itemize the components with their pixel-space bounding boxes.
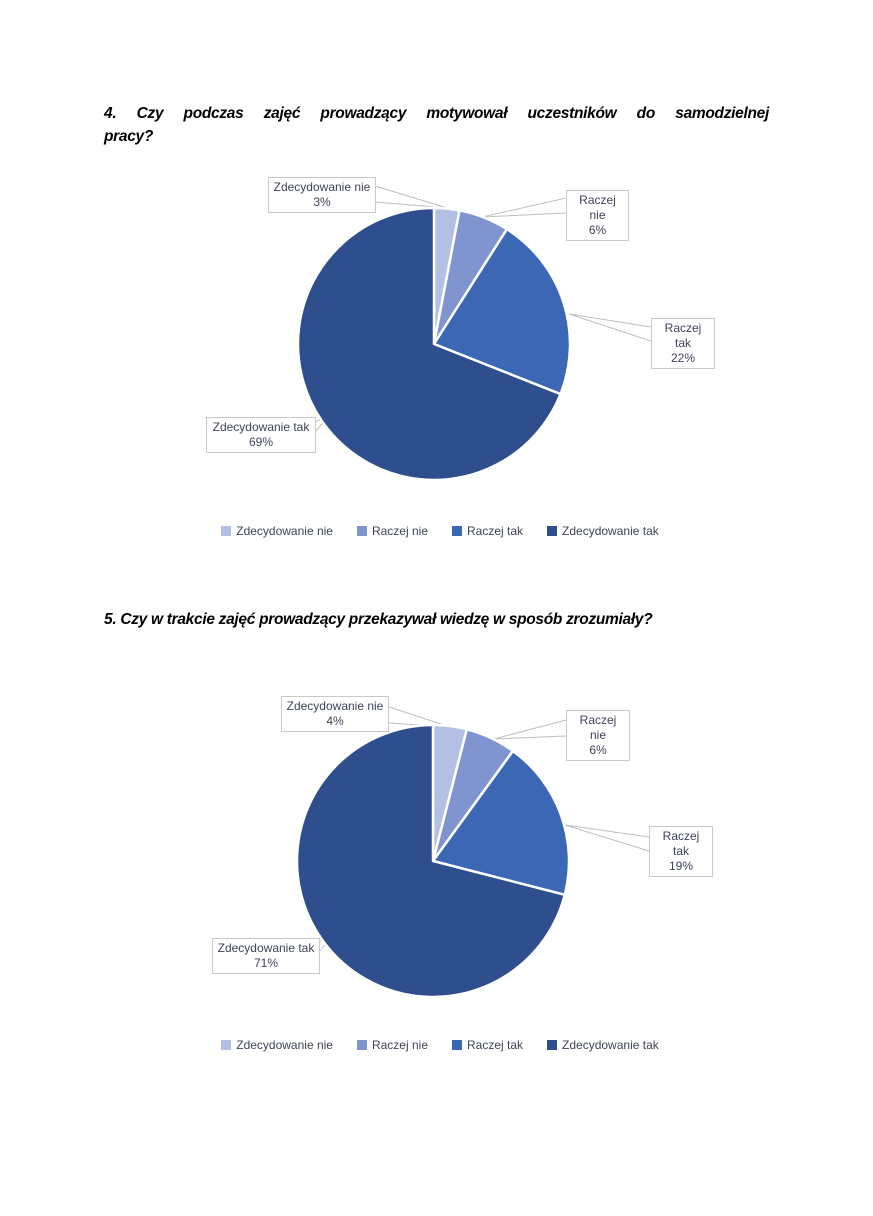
question-4-title: 4. Czy podczas zajęć prowadzący motywowa… bbox=[104, 102, 769, 148]
leader-line bbox=[568, 313, 652, 342]
data-label-value: 22% bbox=[670, 351, 696, 365]
data-label-category: Zdecydowanie tak bbox=[217, 941, 315, 955]
data-label-callout-raczej-tak: Raczej tak 19% bbox=[649, 826, 713, 877]
pie-slices bbox=[296, 206, 572, 482]
question-4-title-line-2: pracy? bbox=[104, 128, 154, 145]
legend-item-zdecydowanie-tak: Zdecydowanie tak bbox=[547, 1038, 659, 1052]
data-label-value: 69% bbox=[248, 435, 274, 449]
data-label-callout-zdecydowanie-nie: Zdecydowanie nie 3% bbox=[268, 177, 376, 213]
legend-label: Raczej nie bbox=[371, 1038, 428, 1052]
pie-slices bbox=[295, 723, 571, 999]
leader-line bbox=[493, 719, 567, 740]
legend-item-zdecydowanie-nie: Zdecydowanie nie bbox=[221, 1038, 333, 1052]
legend-label: Raczej tak bbox=[467, 1038, 524, 1052]
leader-lines bbox=[314, 185, 652, 433]
data-label-callout-zdecydowanie-nie: Zdecydowanie nie 4% bbox=[281, 696, 389, 732]
data-label-category: Zdecydowanie tak bbox=[212, 420, 310, 434]
data-label-category: Zdecydowanie nie bbox=[273, 180, 371, 194]
legend-swatch bbox=[221, 1040, 232, 1050]
data-label-value: 71% bbox=[253, 956, 279, 970]
legend-label: Raczej nie bbox=[371, 524, 428, 538]
data-label-category: Raczej tak bbox=[662, 829, 700, 858]
legend-swatch bbox=[356, 526, 367, 536]
leader-line bbox=[374, 185, 448, 209]
data-label-callout-raczej-nie: Raczej nie 6% bbox=[566, 190, 629, 241]
data-label-value: 4% bbox=[326, 714, 344, 728]
leader-line bbox=[564, 824, 650, 852]
data-label-value: 19% bbox=[668, 859, 694, 873]
data-label-callout-zdecydowanie-tak: Zdecydowanie tak 69% bbox=[206, 417, 316, 453]
data-label-value: 3% bbox=[313, 195, 331, 209]
question-5-title: 5. Czy w trakcie zajęć prowadzący przeka… bbox=[104, 608, 769, 631]
legend-swatch bbox=[452, 526, 462, 536]
legend-label: Zdecydowanie nie bbox=[236, 1038, 333, 1052]
legend-swatch bbox=[356, 1040, 367, 1050]
legend-item-raczej-tak: Raczej tak bbox=[452, 1038, 523, 1052]
question-4-title-line-1: 4. Czy podczas zajęć prowadzący motywowa… bbox=[104, 105, 769, 122]
legend-item-raczej-nie: Raczej nie bbox=[356, 1038, 428, 1052]
legend-swatch bbox=[221, 526, 232, 536]
legend-label: Zdecydowanie tak bbox=[562, 524, 659, 538]
data-label-value: 6% bbox=[588, 223, 607, 237]
data-label-category: Raczej nie bbox=[579, 193, 616, 222]
pie-slice-zdecydowanie-tak bbox=[296, 206, 562, 482]
legend-item-zdecydowanie-nie: Zdecydowanie nie bbox=[221, 524, 333, 538]
pie-slice-raczej-tak bbox=[432, 227, 572, 396]
legend-item-zdecydowanie-tak: Zdecydowanie tak bbox=[547, 524, 659, 538]
chart-legend: Zdecydowanie nie Raczej nie Raczej tak Z… bbox=[95, 524, 785, 538]
question-5-title-line-1: 5. Czy w trakcie zajęć prowadzący przeka… bbox=[104, 611, 653, 628]
data-label-category: Raczej nie bbox=[579, 713, 617, 742]
legend-swatch bbox=[547, 526, 558, 536]
legend-label: Raczej tak bbox=[467, 524, 524, 538]
legend-item-raczej-tak: Raczej tak bbox=[452, 524, 523, 538]
leader-line bbox=[481, 197, 567, 218]
legend-label: Zdecydowanie nie bbox=[236, 524, 333, 538]
data-label-callout-raczej-tak: Raczej tak 22% bbox=[651, 318, 715, 369]
data-label-callout-raczej-nie: Raczej nie 6% bbox=[566, 710, 630, 761]
legend-item-raczej-nie: Raczej nie bbox=[356, 524, 428, 538]
data-label-callout-zdecydowanie-tak: Zdecydowanie tak 71% bbox=[212, 938, 320, 974]
legend-swatch bbox=[452, 1040, 462, 1050]
data-label-category: Raczej tak bbox=[664, 321, 702, 350]
pie-chart-question-4 bbox=[296, 185, 652, 482]
pie-slice-raczej-tak bbox=[431, 749, 571, 897]
chart-legend: Zdecydowanie nie Raczej nie Raczej tak Z… bbox=[95, 1038, 785, 1052]
data-label-value: 6% bbox=[589, 743, 607, 757]
pie-slice-zdecydowanie-tak bbox=[295, 723, 566, 999]
data-label-category: Zdecydowanie nie bbox=[286, 699, 384, 713]
legend-swatch bbox=[547, 1040, 558, 1050]
legend-label: Zdecydowanie tak bbox=[562, 1038, 659, 1052]
pie-chart-question-5 bbox=[295, 706, 650, 999]
